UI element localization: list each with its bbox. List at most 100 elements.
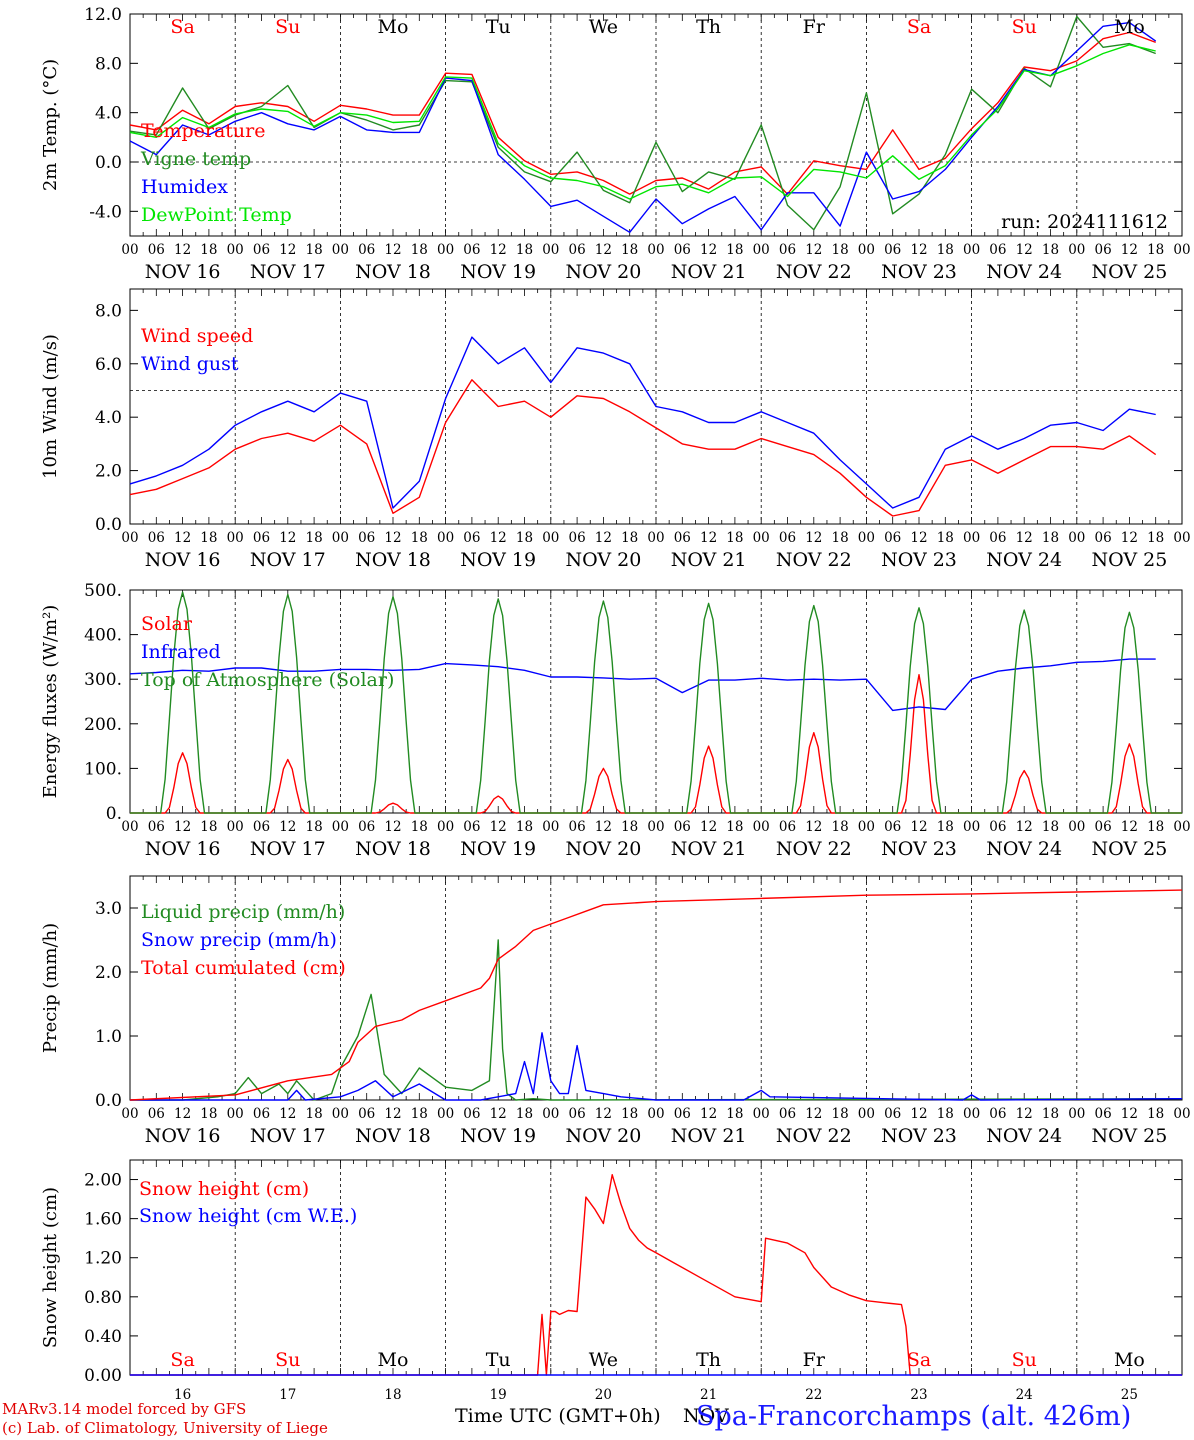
legend-entry: DewPoint Temp	[141, 204, 292, 226]
date-label: NOV 22	[776, 261, 852, 283]
hour-tick-label: 12	[595, 819, 612, 835]
hour-tick-label: 00	[753, 242, 770, 258]
y-axis-label: Energy fluxes (W/m²)	[40, 605, 61, 799]
hour-tick-label: 12	[1016, 242, 1033, 258]
hour-tick-label: 18	[200, 242, 217, 258]
series-line-wind-speed	[129, 379, 1157, 517]
date-label: NOV 19	[460, 1125, 536, 1147]
hour-tick-label: 18	[726, 819, 743, 835]
hour-tick-label: 06	[148, 819, 165, 835]
date-label: NOV 18	[355, 261, 431, 283]
date-label: NOV 20	[565, 1125, 641, 1147]
date-label: NOV 24	[986, 1125, 1062, 1147]
hour-tick-label: 06	[358, 530, 375, 546]
hour-tick-label: 06	[884, 530, 901, 546]
y-tick-label: 1.60	[84, 1210, 122, 1230]
y-tick-label: 100.	[84, 759, 122, 779]
hour-tick-label: 06	[1095, 1106, 1112, 1122]
hour-tick-label: 18	[621, 530, 638, 546]
date-label: NOV 19	[460, 549, 536, 571]
hour-tick-label: 00	[963, 1106, 980, 1122]
hour-tick-label: 00	[1068, 1106, 1085, 1122]
hour-tick-label: 12	[805, 819, 822, 835]
hour-tick-label: 00	[1068, 819, 1085, 835]
day-number-label: 23	[910, 1387, 927, 1400]
hour-tick-label: 18	[832, 242, 849, 258]
hour-tick-label: 06	[253, 530, 270, 546]
y-tick-label: 6.0	[95, 355, 122, 375]
hour-tick-label: 00	[858, 1106, 875, 1122]
day-number-label: 24	[1016, 1387, 1033, 1400]
hour-tick-label: 06	[779, 1106, 796, 1122]
series-line-snow-precip-mm-h-	[130, 1032, 1183, 1101]
hour-tick-label: 06	[463, 530, 480, 546]
hour-tick-label: 12	[279, 530, 296, 546]
hour-tick-label: 12	[279, 1106, 296, 1122]
hour-tick-label: 12	[700, 1106, 717, 1122]
date-label: NOV 17	[250, 838, 326, 860]
hour-tick-label: 00	[437, 819, 454, 835]
legend-entry: Vigne temp	[140, 148, 251, 170]
date-label: NOV 16	[145, 1125, 221, 1147]
date-label: NOV 23	[881, 261, 957, 283]
hour-tick-label: 18	[1042, 819, 1059, 835]
hour-tick-label: 00	[227, 242, 244, 258]
hour-tick-label: 00	[437, 242, 454, 258]
hour-tick-label: 06	[1095, 819, 1112, 835]
panel-frame	[129, 589, 1183, 814]
series-line-solar	[130, 674, 1182, 814]
hour-tick-label: 18	[411, 819, 428, 835]
hour-tick-label: 18	[937, 1106, 954, 1122]
hour-tick-label: 00	[753, 530, 770, 546]
hour-tick-label: 00	[647, 819, 664, 835]
hour-tick-label: 06	[779, 242, 796, 258]
y-axis-label: 2m Temp. (°C)	[40, 59, 61, 191]
hour-tick-label: 06	[884, 1106, 901, 1122]
hour-tick-label: 00	[1173, 242, 1190, 258]
day-number-label: 20	[595, 1387, 612, 1400]
day-abbr-label: Mo	[1114, 16, 1145, 38]
legend-entry: Humidex	[141, 176, 228, 198]
hour-tick-label: 06	[569, 819, 586, 835]
day-number-label: 16	[174, 1387, 191, 1400]
hour-tick-label: 06	[358, 819, 375, 835]
day-abbr-label: Su	[275, 16, 300, 38]
day-abbr-label: Su	[1012, 16, 1037, 38]
hour-tick-label: 18	[832, 530, 849, 546]
hour-tick-label: 00	[121, 819, 138, 835]
hour-tick-label: 12	[910, 1106, 927, 1122]
hour-tick-label: 18	[516, 1106, 533, 1122]
date-label: NOV 19	[460, 261, 536, 283]
hour-tick-label: 00	[437, 1106, 454, 1122]
day-number-label: 25	[1121, 1387, 1138, 1400]
day-abbr-label: Mo	[378, 1349, 409, 1371]
hour-tick-label: 06	[989, 1106, 1006, 1122]
day-abbr-label: Th	[696, 1349, 721, 1371]
hour-tick-label: 06	[884, 819, 901, 835]
hour-tick-label: 00	[1173, 530, 1190, 546]
hour-tick-label: 12	[910, 530, 927, 546]
day-abbr-label: Sa	[170, 16, 194, 38]
date-label: NOV 20	[565, 261, 641, 283]
hour-tick-label: 18	[726, 1106, 743, 1122]
hour-tick-label: 12	[805, 1106, 822, 1122]
hour-tick-label: 18	[306, 530, 323, 546]
hour-tick-label: 12	[910, 819, 927, 835]
hour-tick-label: 00	[332, 530, 349, 546]
day-number-label: 17	[279, 1387, 296, 1400]
y-tick-label: 0.00	[84, 1366, 122, 1386]
legend-entry: Solar	[141, 613, 193, 635]
hour-tick-label: 12	[805, 530, 822, 546]
hour-tick-label: 12	[595, 1106, 612, 1122]
hour-tick-label: 06	[148, 242, 165, 258]
day-abbr-label: Tu	[486, 16, 511, 38]
hour-tick-label: 00	[858, 819, 875, 835]
legend-entry: Infrared	[141, 641, 221, 663]
hour-tick-label: 12	[1016, 819, 1033, 835]
date-label: NOV 25	[1091, 838, 1167, 860]
hour-tick-label: 06	[569, 242, 586, 258]
hour-tick-label: 18	[1042, 242, 1059, 258]
y-tick-label: 4.0	[95, 408, 122, 428]
date-label: NOV 17	[250, 261, 326, 283]
y-tick-label: 2.0	[95, 963, 122, 983]
